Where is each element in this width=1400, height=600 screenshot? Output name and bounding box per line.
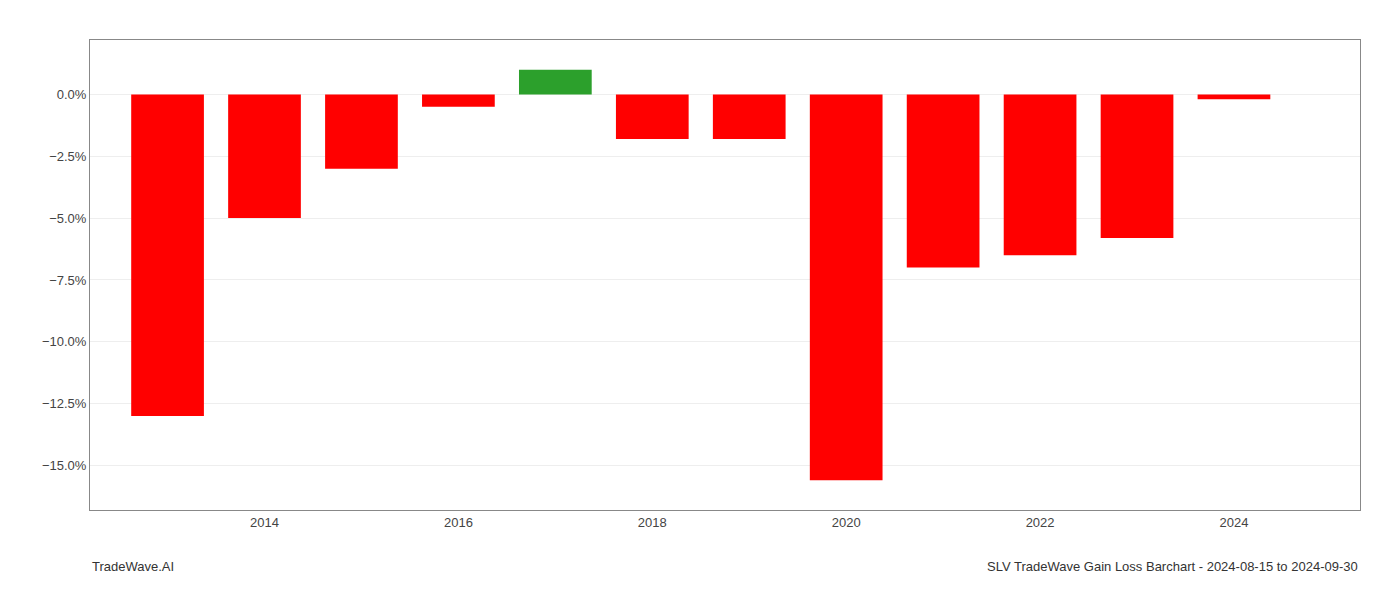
svg-text:−10.0%: −10.0% — [42, 334, 87, 349]
svg-text:−2.5%: −2.5% — [49, 149, 87, 164]
svg-text:−12.5%: −12.5% — [42, 396, 87, 411]
svg-text:−7.5%: −7.5% — [49, 273, 87, 288]
svg-text:2016: 2016 — [444, 515, 473, 530]
svg-text:TradeWave.AI: TradeWave.AI — [92, 559, 174, 574]
svg-text:0.0%: 0.0% — [57, 87, 87, 102]
svg-text:2022: 2022 — [1026, 515, 1055, 530]
svg-text:2014: 2014 — [250, 515, 279, 530]
svg-text:2020: 2020 — [832, 515, 861, 530]
svg-text:2024: 2024 — [1220, 515, 1249, 530]
svg-text:−15.0%: −15.0% — [42, 458, 87, 473]
svg-text:2018: 2018 — [638, 515, 667, 530]
svg-text:SLV TradeWave Gain Loss Barcha: SLV TradeWave Gain Loss Barchart - 2024-… — [987, 559, 1358, 574]
svg-text:−5.0%: −5.0% — [49, 211, 87, 226]
